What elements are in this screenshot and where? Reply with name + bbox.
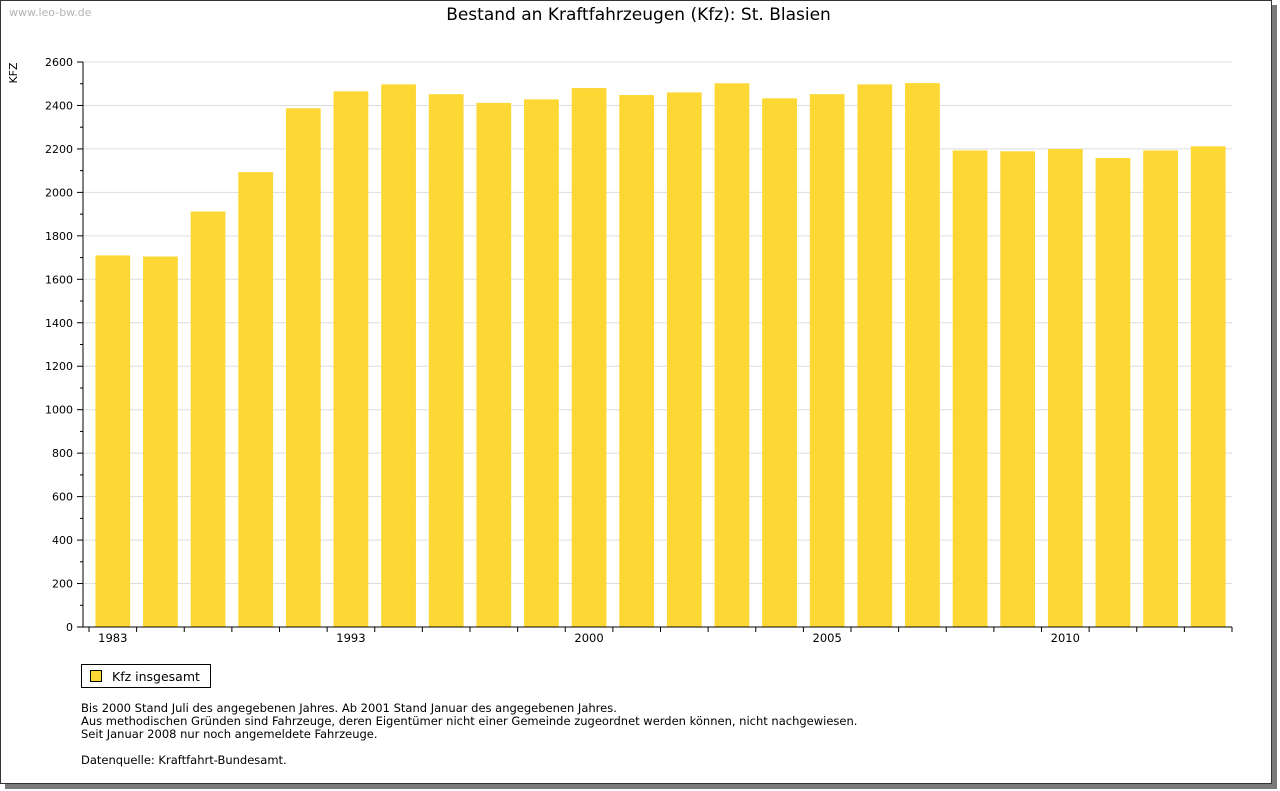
bar: [524, 99, 559, 627]
bars: [95, 83, 1226, 628]
y-axis-label: KFZ: [7, 62, 20, 84]
axes: 0 200 400 600 800 1000 1200 1400 1600 1800 2000 220…: [45, 56, 1233, 645]
bar: [285, 108, 321, 627]
bar: [809, 94, 845, 627]
y-tick-label: 1400: [45, 317, 73, 330]
y-tick-label: 0: [66, 621, 73, 634]
x-tick-label: 1993: [336, 631, 365, 645]
y-tick-label: 1600: [45, 273, 73, 286]
y-tick-label: 2000: [45, 186, 73, 199]
x-tick-label: 2005: [813, 631, 842, 645]
footnote-line: Bis 2000 Stand Juli des angegebenen Jahr…: [81, 701, 617, 715]
watermark: www.leo-bw.de: [9, 6, 92, 19]
footnotes: Bis 2000 Stand Juli des angegebenen Jahr…: [81, 702, 857, 767]
bar: [190, 211, 226, 627]
bar: [381, 84, 416, 627]
legend: Kfz insgesamt: [81, 664, 211, 688]
y-tick-label: 2200: [45, 143, 73, 156]
data-source: Datenquelle: Kraftfahrt-Bundesamt.: [81, 753, 287, 767]
bar: [905, 83, 940, 627]
x-tick-label: 2010: [1051, 631, 1080, 645]
bar: [333, 91, 369, 627]
bar: [1190, 146, 1226, 628]
bar: [1000, 151, 1036, 627]
bar-chart: 0 200 400 600 800 1000 1200 1400 1600 1800 2000 220…: [7, 56, 1233, 645]
legend-swatch: [90, 670, 102, 682]
y-tick-label: 1200: [45, 360, 73, 373]
y-tick-label: 800: [52, 447, 73, 460]
bar: [428, 94, 464, 627]
legend-label: Kfz insgesamt: [112, 668, 200, 684]
bar: [238, 172, 274, 628]
x-tick-label: 1983: [98, 631, 127, 645]
footnote-line: Aus methodischen Gründen sind Fahrzeuge,…: [81, 714, 858, 728]
bar: [1143, 150, 1178, 628]
bar: [1095, 158, 1131, 628]
bar: [952, 150, 988, 628]
bar: [476, 102, 512, 628]
chart-title: Bestand an Kraftfahrzeugen (Kfz): St. Bl…: [446, 5, 831, 25]
bar: [714, 83, 750, 628]
bar: [666, 92, 702, 627]
y-tick-label: 1800: [45, 230, 73, 243]
y-tick-label: 2400: [45, 99, 73, 112]
bar: [857, 84, 893, 627]
grid-lines: [83, 61, 1232, 585]
y-tick-label: 200: [52, 578, 73, 591]
bar: [571, 88, 607, 628]
y-tick-label: 400: [52, 534, 73, 547]
bar: [95, 255, 131, 627]
y-tick-label: 1000: [45, 404, 73, 417]
x-tick-label: 2000: [574, 631, 603, 645]
y-tick-label: 2600: [45, 56, 73, 69]
bar: [619, 95, 655, 628]
y-tick-label: 600: [52, 491, 73, 504]
bar: [762, 98, 797, 627]
bar: [143, 256, 178, 627]
footnote-line: Seit Januar 2008 nur noch angemeldete Fa…: [81, 727, 378, 741]
bar: [1047, 148, 1083, 627]
